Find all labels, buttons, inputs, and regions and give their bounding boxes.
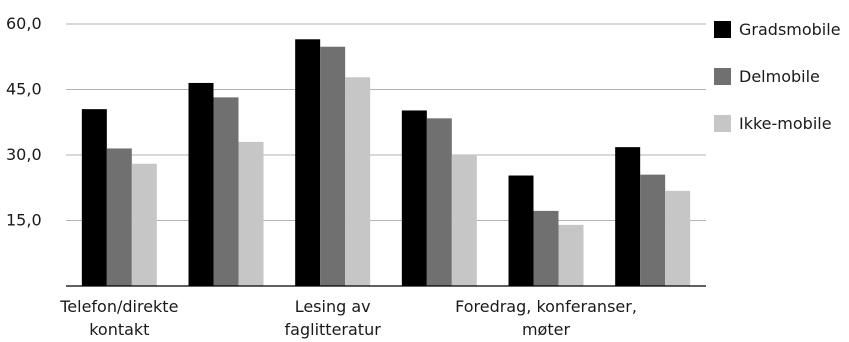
legend-swatch (714, 114, 731, 132)
bar-gradsmobile-2 (295, 39, 321, 287)
legend-label: Ikke-mobile (739, 113, 832, 133)
bar-delmobile-1 (213, 97, 239, 286)
legend-item-delmobile: Delmobile (714, 66, 841, 86)
bar-ikke-mobile-4 (558, 224, 584, 286)
bar-ikke-mobile-1 (238, 141, 264, 286)
bar-gradsmobile-4 (508, 175, 534, 286)
bar-gradsmobile-5 (615, 147, 641, 286)
bar-ikke-mobile-2 (345, 77, 371, 286)
x-category-label: møter (522, 320, 570, 339)
bar-delmobile-2 (320, 46, 346, 286)
bar-ikke-mobile-3 (451, 155, 477, 286)
y-tick-label: 45,0 (6, 80, 42, 99)
x-category-label: Foredrag, konferanser, (455, 297, 637, 316)
y-tick-label: 15,0 (6, 211, 42, 230)
x-category-label: faglitteratur (285, 320, 382, 339)
bar-gradsmobile-0 (81, 109, 107, 287)
legend-label: Delmobile (739, 66, 820, 86)
bar-ikke-mobile-0 (131, 163, 157, 286)
bar-delmobile-4 (533, 210, 559, 286)
bar-gradsmobile-1 (188, 82, 214, 286)
x-axis-category-labels: Telefon/direkte kontakt Lesing av faglitter… (59, 297, 637, 339)
bar-gradsmobile-3 (401, 110, 427, 287)
x-category-label: kontakt (89, 320, 149, 339)
legend-swatch (714, 67, 731, 85)
legend: Gradsmobile Delmobile Ikke-mobile (714, 19, 841, 160)
bar-ikke-mobile-5 (665, 190, 691, 286)
legend-item-ikke-mobile: Ikke-mobile (714, 113, 841, 133)
legend-label: Gradsmobile (739, 19, 841, 39)
y-axis-tick-labels: 15,0 30,0 45,0 60,0 (6, 14, 42, 230)
y-tick-label: 60,0 (6, 14, 42, 33)
y-tick-label: 30,0 (6, 145, 42, 164)
x-category-label: Telefon/direkte (59, 297, 178, 316)
legend-item-gradsmobile: Gradsmobile (714, 19, 841, 39)
bars (81, 39, 691, 287)
bar-delmobile-3 (426, 118, 452, 286)
x-category-label: Lesing av (295, 297, 371, 316)
bar-delmobile-0 (106, 148, 132, 286)
gridlines (66, 23, 706, 221)
bar-delmobile-5 (640, 174, 666, 286)
legend-swatch (714, 20, 731, 38)
